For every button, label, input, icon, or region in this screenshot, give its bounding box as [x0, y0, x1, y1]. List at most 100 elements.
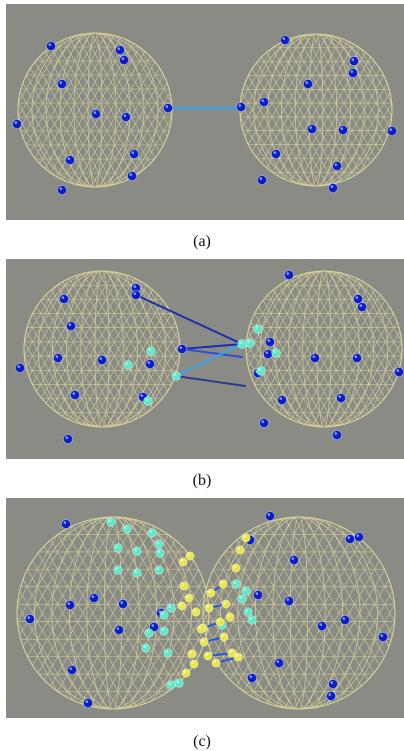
particle-c-light-1 — [122, 524, 132, 534]
particle-a-19 — [338, 125, 348, 135]
particle-a-8 — [65, 155, 75, 165]
particle-c-light-18 — [231, 579, 241, 589]
bond-b-4 — [175, 375, 246, 387]
bond-b-3 — [175, 343, 243, 377]
particle-a-7 — [163, 103, 173, 113]
particle-b-dark-4 — [53, 353, 63, 363]
sphere-left-a — [17, 32, 173, 188]
particle-a-16 — [259, 97, 269, 107]
particle-b-dark-5 — [97, 355, 107, 365]
particle-a-10 — [57, 185, 67, 195]
particle-c-yellow-21 — [231, 563, 241, 573]
particle-c-light-16 — [174, 678, 184, 688]
particle-b-dark-12 — [284, 270, 294, 280]
particle-c-yellow-16 — [219, 632, 229, 642]
particle-b-contact-1 — [171, 371, 181, 381]
particle-a-23 — [257, 175, 267, 185]
sphere-right-b — [245, 270, 403, 428]
particle-c-dark-11 — [345, 534, 355, 544]
particle-b-light-6 — [271, 348, 281, 358]
particle-a-5 — [91, 109, 101, 119]
particle-a-6 — [121, 112, 131, 122]
sphere-right-a — [239, 33, 393, 187]
particle-c-dark-7 — [83, 698, 93, 708]
particle-a-17 — [236, 102, 246, 112]
particle-b-dark-13 — [353, 294, 363, 304]
particle-c-dark-15 — [253, 590, 263, 600]
particle-c-yellow-4 — [177, 601, 187, 611]
particle-b-dark-14 — [357, 302, 367, 312]
sphere-left-a-mesh — [18, 32, 172, 188]
particle-b-dark-11 — [177, 344, 187, 354]
particle-c-yellow-15 — [215, 617, 225, 627]
particle-c-dark-20 — [274, 658, 284, 668]
particle-c-dark-23 — [326, 691, 336, 701]
particle-c-yellow-19 — [241, 533, 251, 543]
bond-b-2 — [181, 348, 243, 358]
particle-a-18 — [387, 126, 397, 136]
particle-c-dark-2 — [118, 599, 128, 609]
sphere-right-a-mesh — [240, 33, 392, 187]
particle-c-light-15 — [163, 648, 173, 658]
particle-c-light-9 — [154, 565, 164, 575]
particle-c-yellow-25 — [225, 612, 235, 622]
particle-c-dark-21 — [247, 673, 257, 683]
particle-c-yellow-0 — [178, 557, 188, 567]
sphere-right-c — [202, 516, 396, 710]
sphere-scene-c — [16, 511, 396, 710]
particle-c-dark-3 — [25, 614, 35, 624]
sphere-left-b — [23, 270, 181, 428]
particle-a-2 — [119, 55, 129, 65]
particle-a-21 — [271, 149, 281, 159]
particle-c-dark-1 — [89, 593, 99, 603]
particle-a-22 — [332, 161, 342, 171]
particle-c-light-4 — [155, 548, 165, 558]
particle-b-dark-7 — [15, 363, 25, 373]
caption-a: (a) — [193, 233, 211, 250]
particle-a-24 — [328, 183, 338, 193]
particle-c-yellow-24 — [187, 649, 197, 659]
particle-b-dark-15 — [265, 337, 275, 347]
bond-b-1 — [181, 343, 243, 350]
particle-c-dark-0 — [61, 519, 71, 529]
particle-c-dark-16 — [284, 596, 294, 606]
particle-c-dark-17 — [340, 615, 350, 625]
sphere-left-b-mesh — [24, 270, 180, 428]
sphere-left-c — [16, 516, 210, 710]
particle-b-light-0 — [146, 346, 156, 356]
particle-b-light-4 — [245, 338, 255, 348]
particle-c-yellow-11 — [203, 651, 213, 661]
particle-c-dark-22 — [328, 679, 338, 689]
particle-c-yellow-3 — [184, 593, 194, 603]
sphere-right-c-mesh — [203, 516, 395, 710]
particle-c-light-22 — [247, 615, 257, 625]
particle-a-1 — [115, 45, 125, 55]
particle-b-dark-22 — [259, 418, 269, 428]
particle-a-20 — [307, 124, 317, 134]
particle-b-dark-19 — [394, 367, 404, 377]
particle-c-yellow-10 — [199, 637, 209, 647]
particle-c-yellow-13 — [218, 579, 228, 589]
particle-b-dark-23 — [332, 430, 342, 440]
particle-c-light-12 — [144, 628, 154, 638]
particle-c-yellow-5 — [191, 607, 201, 617]
particle-b-dark-17 — [310, 353, 320, 363]
particle-c-light-20 — [237, 594, 247, 604]
particle-c-light-3 — [154, 539, 164, 549]
particle-b-contact-0 — [237, 339, 247, 349]
particle-a-12 — [280, 35, 290, 45]
simulation-panel-b — [6, 259, 404, 459]
sphere-left-c-mesh — [17, 516, 209, 710]
sphere-scene-b — [15, 270, 404, 444]
caption-c: (c) — [193, 733, 211, 750]
particle-b-dark-16 — [263, 349, 273, 359]
sphere-right-b-mesh — [246, 270, 402, 428]
particle-b-dark-21 — [336, 393, 346, 403]
particle-b-dark-8 — [70, 390, 80, 400]
particle-c-dark-6 — [67, 665, 77, 675]
particle-c-yellow-23 — [181, 668, 191, 678]
particle-a-13 — [349, 56, 359, 66]
particle-c-light-14 — [141, 643, 151, 653]
particle-c-light-5 — [113, 543, 123, 553]
